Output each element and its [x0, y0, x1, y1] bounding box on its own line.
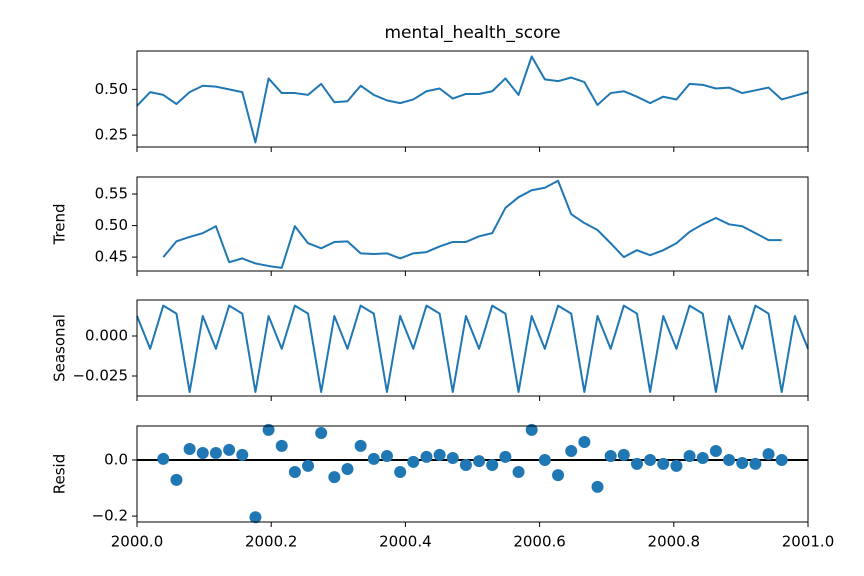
- scatter-point: [328, 471, 341, 484]
- scatter-point: [157, 452, 170, 465]
- scatter-point: [183, 443, 196, 456]
- scatter-point: [223, 443, 236, 456]
- scatter-point: [736, 457, 749, 470]
- scatter-point: [762, 448, 775, 461]
- axes-frame: [136, 176, 809, 272]
- scatter-point: [407, 455, 420, 468]
- line-series: [136, 55, 809, 144]
- scatter-point: [236, 448, 249, 461]
- scatter-point: [302, 459, 315, 472]
- scatter-point: [275, 439, 288, 452]
- scatter-point: [630, 457, 643, 470]
- y-tick-label: −0.2: [92, 507, 128, 525]
- scatter-point: [538, 453, 551, 466]
- axes-frame: [136, 425, 809, 523]
- scatter-point: [380, 450, 393, 463]
- scatter-point: [499, 450, 512, 463]
- chart-title: mental_health_score: [384, 23, 560, 43]
- scatter-point: [565, 444, 578, 457]
- x-tick-label: 2001.0: [782, 533, 835, 551]
- x-tick-label: 2000.8: [648, 533, 701, 551]
- y-tick-label: 0.45: [95, 248, 128, 266]
- y-tick-label: 0.25: [95, 126, 128, 144]
- y-axis-label: Resid: [51, 454, 69, 494]
- axes-frame: [136, 299, 809, 397]
- y-tick-label: 0.0: [104, 450, 128, 468]
- line-series: [162, 179, 782, 269]
- scatter-point: [617, 448, 630, 461]
- scatter-point: [170, 473, 183, 486]
- scatter-point: [354, 439, 367, 452]
- x-tick-label: 2000.6: [513, 533, 566, 551]
- x-tick-label: 2000.2: [245, 533, 298, 551]
- y-tick-label: 0.50: [95, 80, 128, 98]
- scatter-point: [473, 455, 486, 468]
- scatter-point: [604, 450, 617, 463]
- scatter-point: [657, 457, 670, 470]
- scatter-point: [315, 427, 328, 440]
- line-series: [136, 304, 809, 393]
- scatter-point: [670, 459, 683, 472]
- scatter-point: [459, 459, 472, 472]
- scatter-point: [433, 448, 446, 461]
- scatter-point: [262, 423, 275, 436]
- scatter-point: [341, 462, 354, 475]
- scatter-point: [525, 423, 538, 436]
- scatter-point: [512, 466, 525, 479]
- scatter-point: [591, 480, 604, 493]
- scatter-point: [775, 453, 788, 466]
- x-tick-label: 2000.4: [379, 533, 432, 551]
- y-axis-label: Seasonal: [51, 314, 69, 382]
- scatter-point: [249, 511, 262, 524]
- y-tick-label: 0.55: [95, 185, 128, 203]
- x-tick-label: 2000.0: [111, 533, 164, 551]
- scatter-point: [420, 450, 433, 463]
- axes-frame: [136, 50, 809, 148]
- y-tick-label: −0.025: [72, 367, 128, 385]
- scatter-point: [749, 457, 762, 470]
- scatter-point: [196, 446, 209, 459]
- scatter-point: [644, 453, 657, 466]
- scatter-point: [709, 444, 722, 457]
- scatter-point: [446, 452, 459, 464]
- y-tick-label: 0.000: [85, 327, 128, 345]
- scatter-point: [367, 452, 380, 465]
- scatter-point: [288, 466, 301, 479]
- scatter-point: [683, 450, 696, 463]
- scatter-point: [723, 453, 736, 466]
- scatter-point: [552, 469, 565, 482]
- y-tick-label: 0.50: [95, 216, 128, 234]
- scatter-point: [394, 466, 407, 479]
- y-axis-label: Trend: [51, 203, 69, 245]
- scatter-point: [578, 436, 591, 448]
- scatter-point: [209, 446, 222, 459]
- scatter-point: [696, 452, 709, 464]
- scatter-point: [486, 459, 499, 472]
